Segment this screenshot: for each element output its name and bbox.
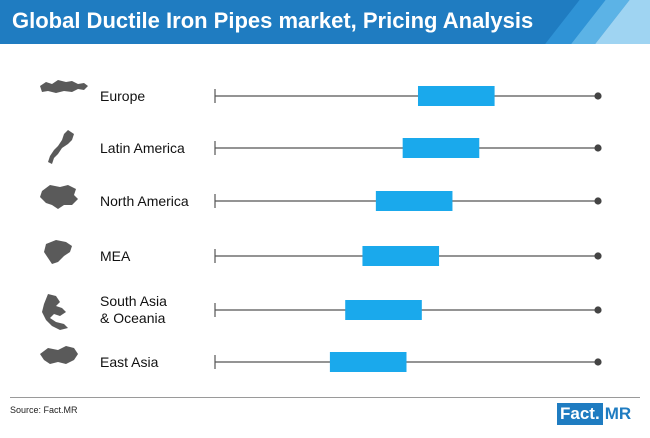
region-label: Latin America — [100, 139, 185, 156]
factmr-logo: Fact. MR — [557, 403, 633, 425]
footer-divider — [10, 397, 640, 398]
region-label: MEA — [100, 247, 131, 264]
region-label: South Asia & Oceania — [100, 293, 167, 326]
south-asia-oceania-map-icon — [42, 294, 68, 330]
title-banner: Global Ductile Iron Pipes market, Pricin… — [0, 0, 650, 44]
axis-end-dot — [594, 306, 602, 314]
price-range-box — [362, 246, 440, 266]
north-america-map-icon — [40, 185, 78, 209]
axis-end-dot — [594, 197, 602, 205]
east-asia-map-icon — [40, 346, 78, 364]
price-range-box — [417, 86, 495, 106]
mea-map-icon — [44, 240, 72, 264]
price-range-box — [375, 191, 453, 211]
source-note: Source: Fact.MR — [10, 405, 78, 415]
europe-map-icon — [40, 80, 88, 93]
latin-america-map-icon — [48, 130, 74, 164]
price-range-box — [329, 352, 407, 372]
chart-title: Global Ductile Iron Pipes market, Pricin… — [12, 8, 534, 33]
logo-text-right: MR — [604, 404, 632, 423]
price-range-box — [402, 138, 480, 158]
price-range-box — [345, 300, 422, 320]
region-label: East Asia — [100, 353, 159, 370]
axis-end-dot — [594, 252, 602, 260]
axis-end-dot — [594, 92, 602, 100]
logo-text-left: Fact. — [557, 403, 603, 425]
axis-end-dot — [594, 358, 602, 366]
region-label: Europe — [100, 87, 146, 104]
region-label: North America — [100, 192, 189, 209]
axis-end-dot — [594, 144, 602, 152]
